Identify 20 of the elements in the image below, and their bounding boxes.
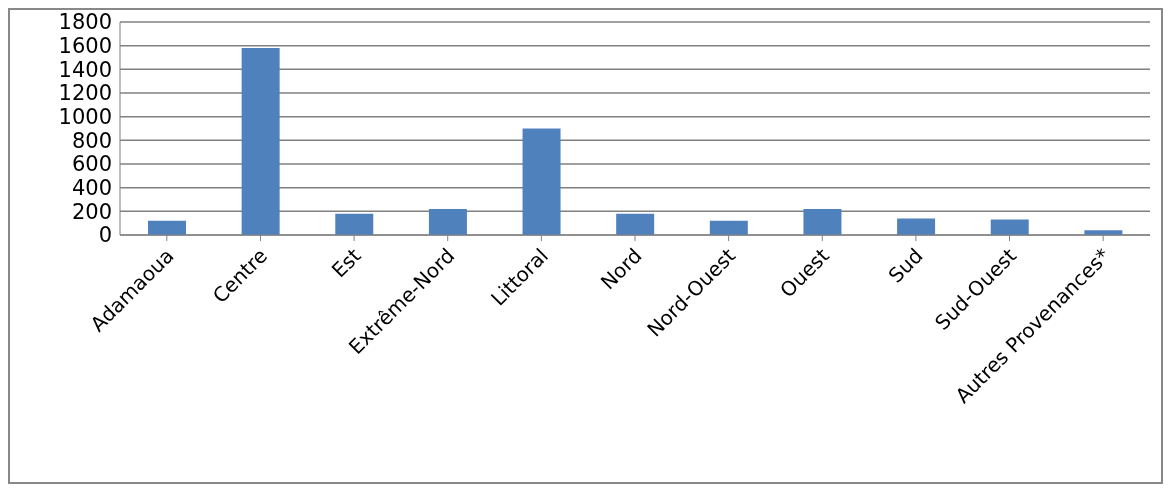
y-tick-label: 800 <box>71 128 112 153</box>
bar <box>148 220 186 235</box>
y-tick-label: 1200 <box>58 81 112 106</box>
y-tick-label: 400 <box>71 176 112 201</box>
y-tick-label: 200 <box>71 199 112 224</box>
bar <box>522 128 561 235</box>
y-tick-label: 1600 <box>58 34 112 59</box>
y-tick-label: 0 <box>98 223 112 248</box>
y-tick-label: 1800 <box>58 10 112 35</box>
bar <box>803 208 842 235</box>
bar <box>709 220 748 235</box>
bar <box>428 208 467 235</box>
bar <box>990 219 1029 235</box>
y-tick-label: 1000 <box>58 105 112 130</box>
bar <box>335 213 374 235</box>
bar <box>241 48 280 235</box>
y-tick-label: 600 <box>71 152 112 177</box>
bar <box>616 213 655 235</box>
bar <box>897 218 936 235</box>
y-tick-label: 1400 <box>58 57 112 82</box>
